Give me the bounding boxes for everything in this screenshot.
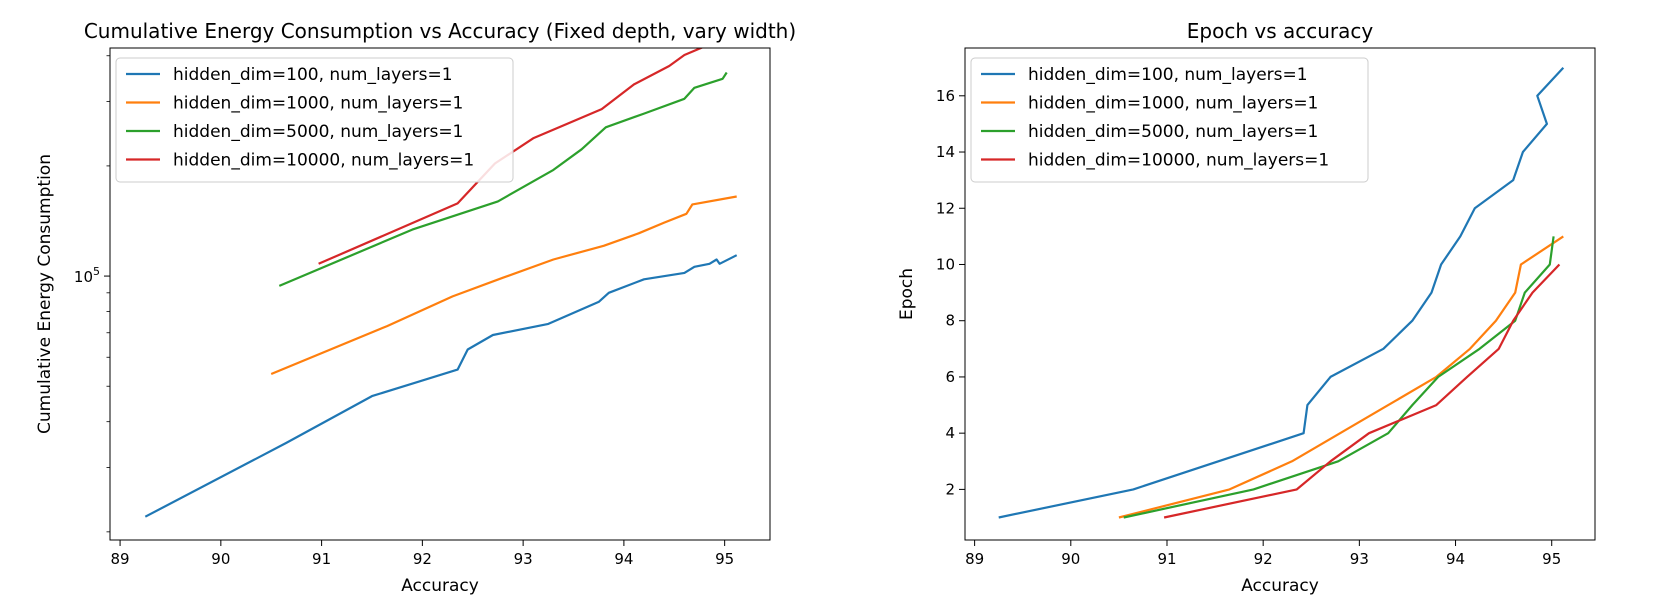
legend-entry: hidden_dim=100, num_layers=1 <box>173 65 453 85</box>
series-line-1 <box>144 254 738 518</box>
series-line-3 <box>1123 236 1555 519</box>
chart-panel-1: Cumulative Energy Consumption vs Accurac… <box>35 19 796 596</box>
x-tick-label: 94 <box>614 550 633 568</box>
x-tick-label: 92 <box>1254 550 1273 568</box>
y-tick-label: 10 <box>936 255 955 273</box>
y-axis-label: Epoch <box>897 268 917 320</box>
y-tick-label: 14 <box>936 143 955 161</box>
x-tick-label: 92 <box>413 550 432 568</box>
legend-entry: hidden_dim=5000, num_layers=1 <box>173 122 463 142</box>
x-tick-label: 95 <box>1542 550 1561 568</box>
axes-frame <box>109 47 771 541</box>
legend-box <box>115 57 514 183</box>
series-line-2 <box>270 195 737 376</box>
y-tick-label: 16 <box>936 87 955 105</box>
series-lines <box>144 48 738 518</box>
series-line-4 <box>1163 263 1561 519</box>
legend: hidden_dim=100, num_layers=1 hidden_dim=1… <box>115 57 514 183</box>
legend-entry: hidden_dim=100, num_layers=1 <box>1028 65 1308 85</box>
series-line-4 <box>318 48 704 265</box>
x-tick-label: 93 <box>1350 550 1369 568</box>
x-tick-label: 89 <box>111 550 130 568</box>
axes-frame <box>964 47 1596 541</box>
legend-entry: hidden_dim=10000, num_layers=1 <box>1028 151 1329 171</box>
legend: hidden_dim=100, num_layers=1 hidden_dim=1… <box>970 57 1369 183</box>
x-tick-label: 90 <box>1061 550 1080 568</box>
legend-box <box>970 57 1369 183</box>
legend-entry: hidden_dim=1000, num_layers=1 <box>1028 94 1318 114</box>
legend-entry: hidden_dim=10000, num_layers=1 <box>173 151 474 171</box>
chart-title: Cumulative Energy Consumption vs Accurac… <box>84 19 796 43</box>
x-tick-label: 95 <box>715 550 734 568</box>
chart-panel-2: Epoch vs accuracy 89 90 91 92 93 94 95 Accuracy 2… <box>897 19 1596 596</box>
legend-entry: hidden_dim=1000, num_layers=1 <box>173 94 463 114</box>
y-tick-label: 2 <box>945 480 955 498</box>
x-tick-label: 91 <box>1157 550 1176 568</box>
y-tick-label: 105 <box>74 265 100 286</box>
y-tick-label: 12 <box>936 199 955 217</box>
y-tick-label: 6 <box>945 368 955 386</box>
x-axis-label: Accuracy <box>401 576 479 596</box>
series-lines <box>998 66 1565 519</box>
series-line-1 <box>998 66 1565 519</box>
y-axis-label: Cumulative Energy Consumption <box>35 154 55 434</box>
x-tick-label: 89 <box>965 550 984 568</box>
x-axis-label: Accuracy <box>1241 576 1319 596</box>
chart-title: Epoch vs accuracy <box>1187 19 1374 43</box>
y-tick-label: 4 <box>945 424 955 442</box>
legend-entry: hidden_dim=5000, num_layers=1 <box>1028 122 1318 142</box>
x-tick-label: 90 <box>211 550 230 568</box>
x-tick-label: 93 <box>514 550 533 568</box>
y-tick-label: 8 <box>945 312 955 330</box>
x-tick-label: 91 <box>312 550 331 568</box>
series-line-3 <box>278 71 728 287</box>
x-tick-label: 94 <box>1446 550 1465 568</box>
series-line-2 <box>1118 235 1564 519</box>
